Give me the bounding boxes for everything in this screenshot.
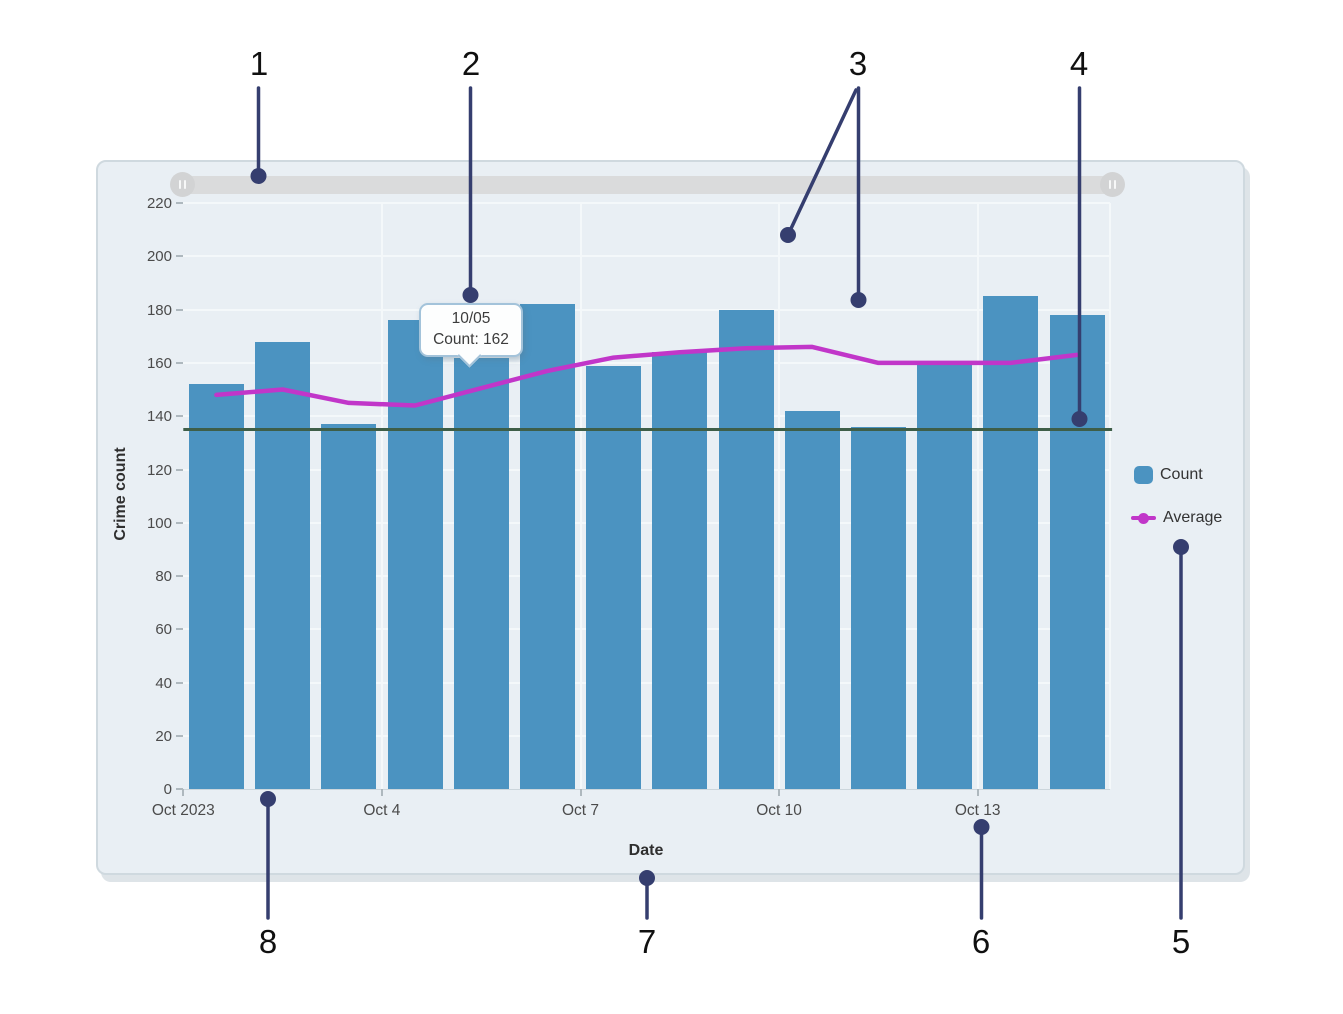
grip-icon [183, 180, 186, 189]
y-tick-label: 40 [155, 674, 172, 692]
gridline-h [183, 681, 1111, 684]
grip-icon [178, 180, 181, 189]
x-tick-mark [778, 789, 781, 797]
gridline-v [1109, 202, 1112, 790]
grip-icon [1113, 180, 1116, 189]
y-tick-label: 0 [163, 781, 172, 799]
bar[interactable] [983, 296, 1039, 790]
bar[interactable] [519, 304, 575, 790]
y-tick-mark [176, 521, 184, 524]
count-swatch-icon [1134, 466, 1153, 484]
legend-item-count[interactable]: Count [1134, 463, 1203, 487]
gridline-v [380, 202, 383, 790]
y-tick-label: 120 [146, 461, 172, 479]
y-tick-label: 160 [146, 354, 172, 372]
gridline-h [183, 468, 1111, 471]
gridline-v [778, 202, 781, 790]
gridline-h [183, 308, 1111, 311]
x-axis-title: Date [628, 842, 664, 859]
callout-number: 3 [848, 45, 868, 82]
gridline-h [183, 575, 1111, 578]
bar[interactable] [255, 341, 311, 790]
x-tick-label: Oct 2023 [151, 802, 215, 819]
gridline-h [183, 415, 1111, 418]
tooltip-date: 10/05 [451, 310, 491, 328]
y-tick-mark [176, 575, 184, 578]
y-tick-label: 200 [146, 248, 172, 266]
bar[interactable] [917, 362, 973, 790]
x-tick-label: Oct 10 [756, 802, 802, 819]
x-tick-mark [579, 789, 582, 797]
y-tick-label: 80 [155, 568, 172, 586]
bar[interactable] [652, 352, 708, 790]
y-tick-mark [176, 628, 184, 631]
gridline-v [976, 202, 979, 790]
legend-item-average[interactable]: Average [1131, 506, 1222, 530]
x-tick-label: Oct 7 [561, 802, 600, 819]
callout-number: 5 [1171, 923, 1191, 960]
legend-label: Average [1163, 509, 1223, 526]
bar[interactable] [387, 320, 443, 790]
y-tick-label: 100 [146, 514, 172, 532]
y-tick-mark [176, 468, 184, 471]
y-tick-label: 220 [146, 195, 172, 212]
average-swatch-icon [1131, 512, 1156, 524]
datazoom-right-handle[interactable] [1099, 172, 1125, 197]
bar[interactable] [321, 424, 377, 790]
datazoom-scrollbar-track[interactable] [182, 176, 1112, 194]
gridline-v [579, 202, 582, 790]
gridline-h [183, 735, 1111, 737]
bar[interactable] [188, 384, 244, 790]
gridline-h [183, 202, 1111, 204]
tooltip: 10/05 Count: 162 [419, 303, 523, 368]
gridline-h [183, 255, 1111, 258]
x-tick-mark [380, 789, 383, 797]
y-tick-label: 180 [146, 301, 172, 319]
callout-number: 6 [971, 923, 991, 960]
y-tick-mark [176, 202, 184, 204]
bar[interactable] [718, 309, 774, 790]
y-axis-title: Crime count [112, 447, 129, 541]
callout-number: 8 [258, 923, 278, 960]
callout-number: 4 [1069, 45, 1089, 82]
y-tick-label: 60 [155, 621, 172, 639]
y-tick-mark [176, 788, 184, 791]
y-tick-label: 140 [146, 408, 172, 426]
bar[interactable] [1049, 314, 1105, 790]
gridline-h [183, 628, 1111, 631]
y-tick-mark [176, 255, 184, 258]
datazoom-left-handle[interactable] [169, 172, 195, 197]
bar[interactable] [784, 410, 840, 790]
y-tick-mark [176, 415, 184, 418]
bar[interactable] [586, 365, 642, 790]
legend-label: Count [1160, 466, 1203, 483]
gridline-h [183, 521, 1111, 524]
x-tick-label: Oct 13 [954, 802, 1001, 819]
x-tick-label: Oct 4 [363, 802, 401, 819]
y-tick-mark [176, 361, 184, 364]
callout-number: 1 [249, 45, 269, 82]
bar[interactable] [850, 426, 906, 790]
x-axis-line [183, 789, 1111, 791]
callout-number: 7 [637, 923, 657, 960]
y-tick-mark [176, 735, 184, 737]
x-tick-mark [182, 789, 185, 797]
grip-icon [1108, 180, 1111, 189]
y-tick-mark [176, 681, 184, 684]
tooltip-value: Count: 162 [433, 331, 509, 348]
bar[interactable] [453, 357, 509, 790]
x-tick-mark [976, 789, 979, 797]
y-tick-mark [176, 308, 184, 311]
callout-number: 2 [461, 45, 481, 82]
y-tick-label: 20 [155, 728, 172, 745]
